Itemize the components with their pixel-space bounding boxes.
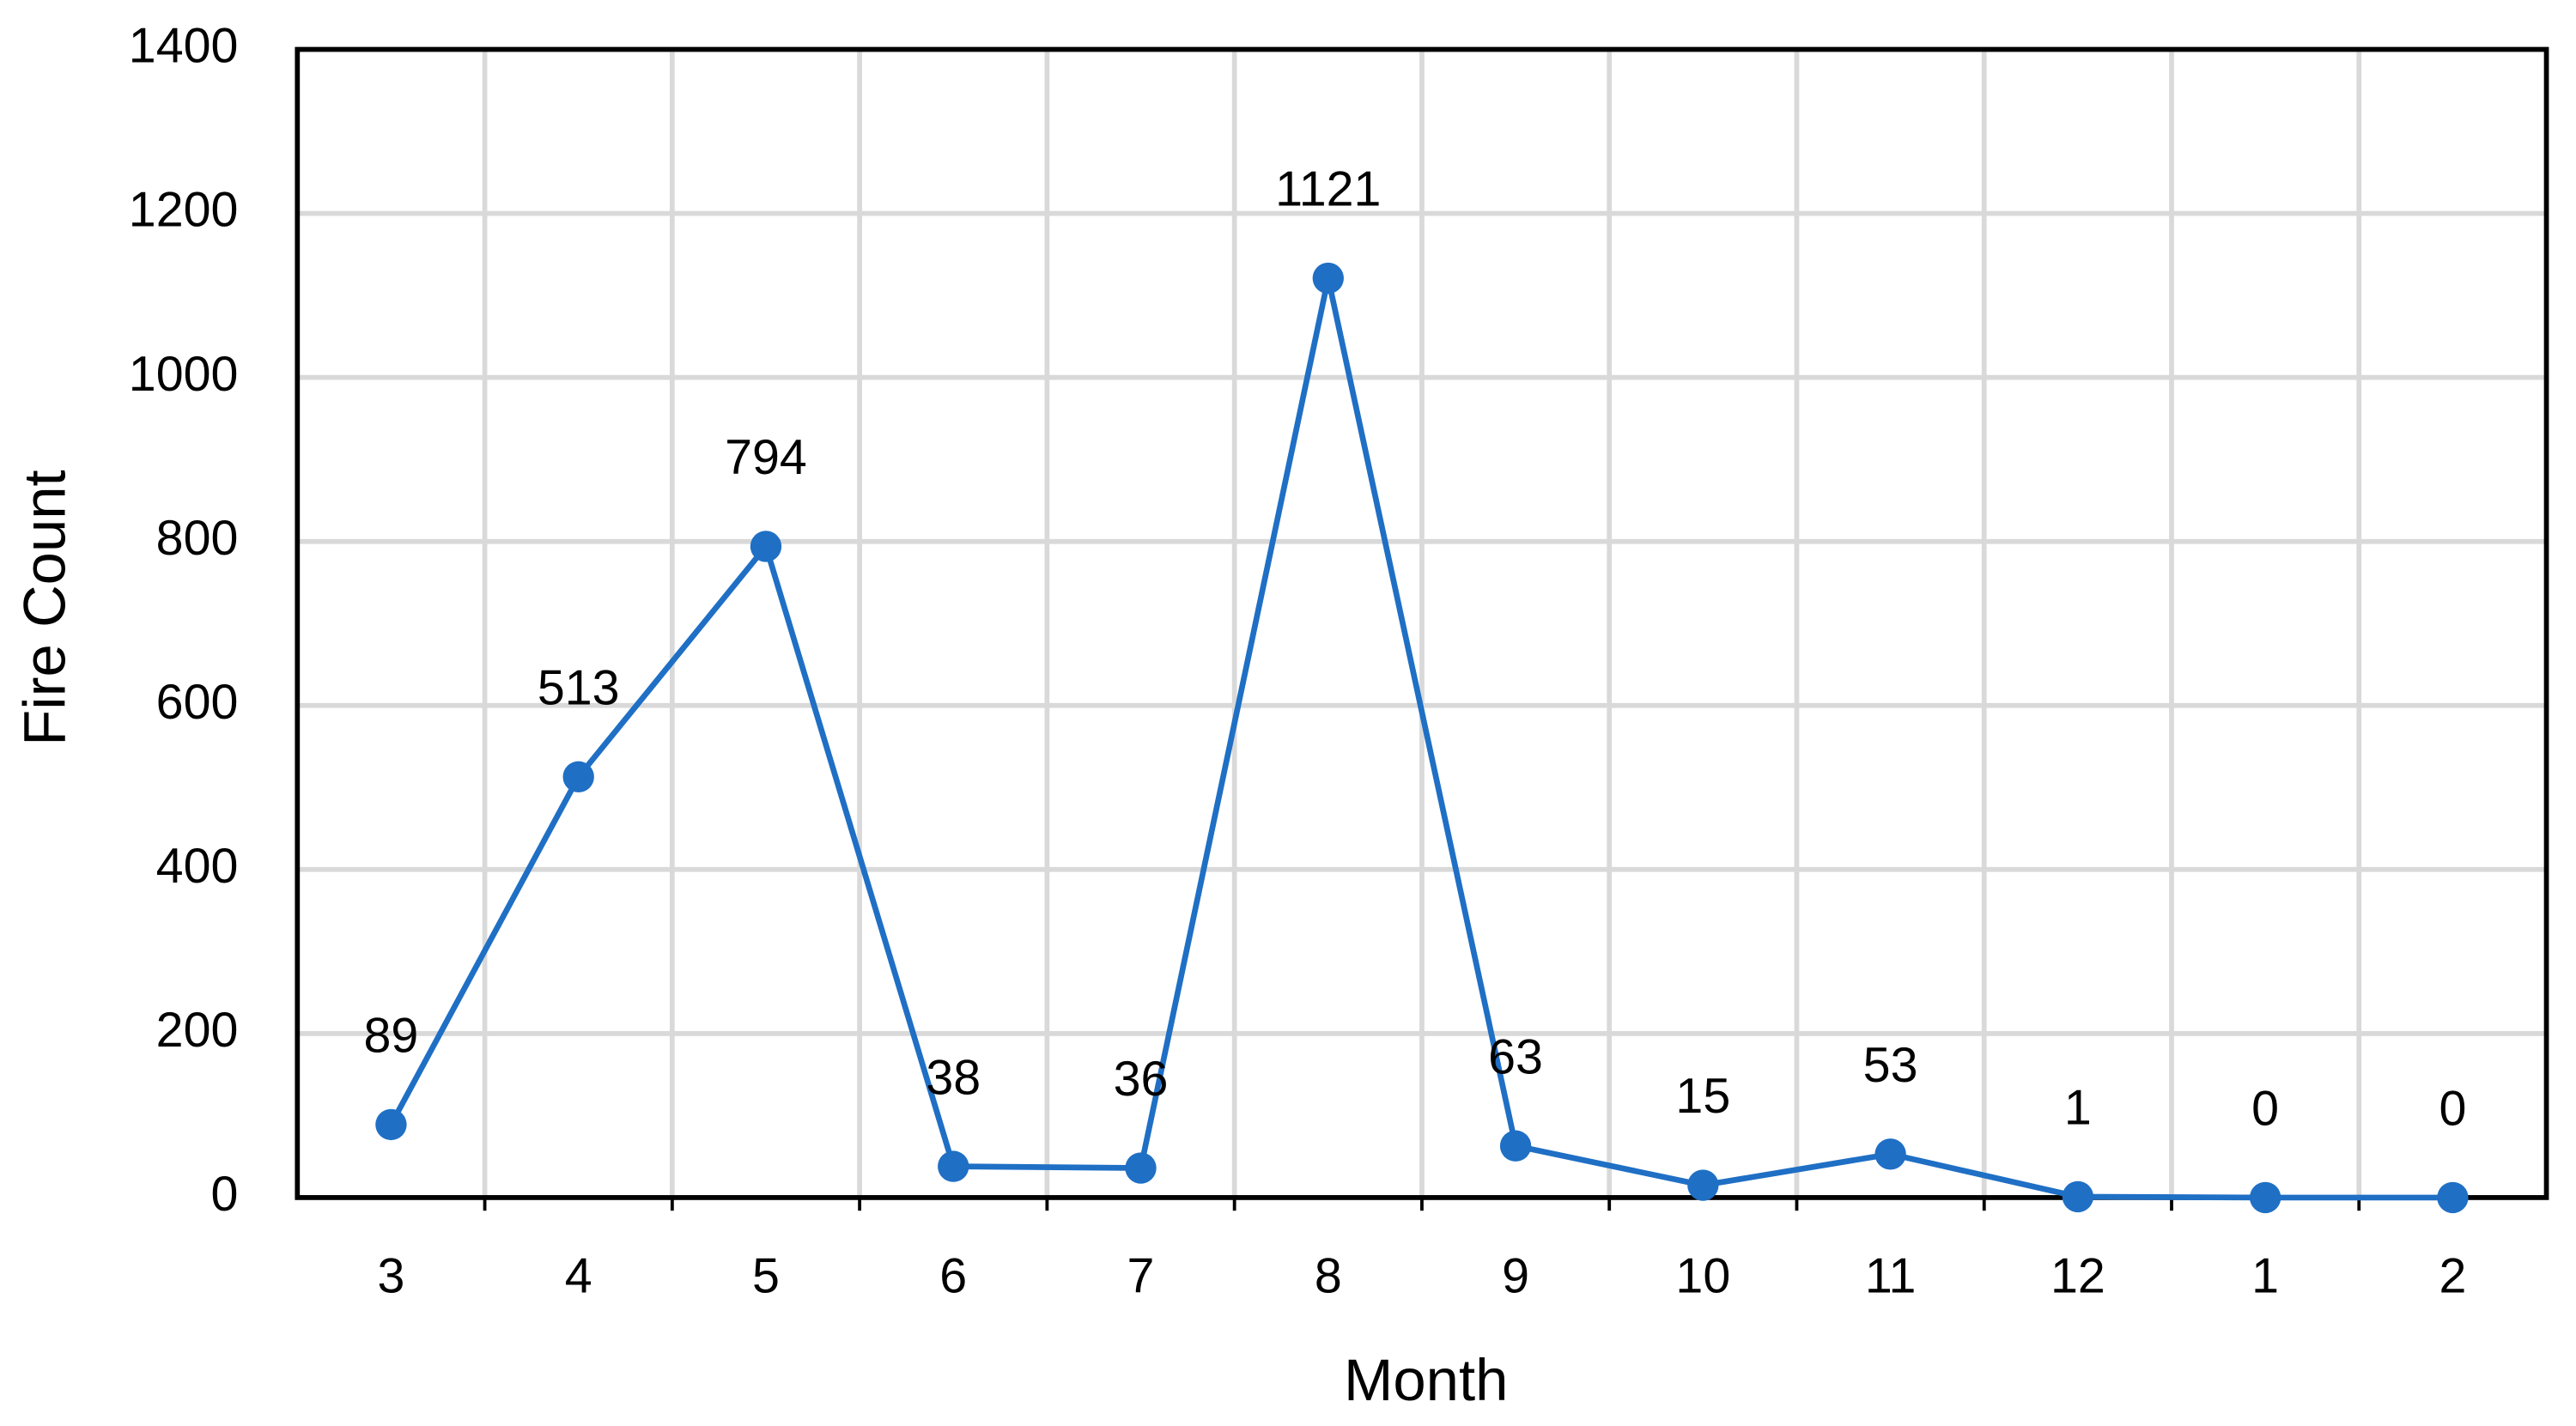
data-label: 15 bbox=[1675, 1069, 1730, 1124]
y-tick-label: 1000 bbox=[129, 347, 239, 402]
data-label: 53 bbox=[1863, 1038, 1918, 1093]
x-tick-label: 6 bbox=[939, 1249, 967, 1304]
data-point bbox=[1125, 1152, 1157, 1184]
data-label: 1 bbox=[2064, 1081, 2092, 1136]
data-point bbox=[1687, 1169, 1719, 1201]
data-point bbox=[2062, 1180, 2094, 1213]
x-tick-label: 12 bbox=[2050, 1249, 2105, 1304]
y-tick-label: 400 bbox=[156, 839, 239, 894]
x-tick-label: 7 bbox=[1127, 1249, 1155, 1304]
data-point bbox=[750, 531, 782, 562]
x-tick-label: 9 bbox=[1502, 1249, 1529, 1304]
data-point bbox=[1312, 262, 1344, 294]
x-tick-label: 2 bbox=[2439, 1249, 2466, 1304]
y-tick-label: 1400 bbox=[129, 19, 239, 74]
series-line bbox=[388, 277, 2453, 1201]
x-tick-label: 4 bbox=[565, 1249, 592, 1304]
x-tick-label: 11 bbox=[1865, 1249, 1917, 1304]
data-label: 1121 bbox=[1275, 162, 1381, 217]
data-point bbox=[938, 1150, 969, 1182]
data-point bbox=[1499, 1130, 1532, 1162]
data-label: 63 bbox=[1488, 1029, 1543, 1084]
data-label: 36 bbox=[1114, 1052, 1169, 1107]
x-axis-label: Month bbox=[1344, 1347, 1508, 1413]
data-label: 89 bbox=[364, 1009, 419, 1064]
plot-border bbox=[295, 46, 2549, 1200]
x-tick-label: 3 bbox=[377, 1249, 404, 1304]
data-label: 38 bbox=[926, 1050, 981, 1105]
data-point bbox=[2437, 1181, 2469, 1214]
data-label: 513 bbox=[538, 661, 620, 716]
data-point bbox=[562, 761, 594, 793]
y-tick-label: 200 bbox=[156, 1003, 239, 1058]
data-label: 794 bbox=[725, 430, 807, 485]
y-axis-label: Fire Count bbox=[12, 470, 78, 745]
data-point bbox=[2249, 1181, 2281, 1214]
y-tick-label: 0 bbox=[211, 1167, 239, 1222]
x-tick-label: 1 bbox=[2251, 1249, 2279, 1304]
data-label: 0 bbox=[2251, 1082, 2279, 1137]
x-tick-label: 10 bbox=[1675, 1249, 1730, 1304]
y-tick-label: 600 bbox=[156, 675, 239, 730]
data-label: 0 bbox=[2439, 1082, 2466, 1137]
y-tick-label: 800 bbox=[156, 511, 239, 566]
x-tick-label: 8 bbox=[1315, 1249, 1342, 1304]
data-point bbox=[375, 1108, 407, 1141]
data-point bbox=[1874, 1138, 1906, 1170]
x-tick-label: 5 bbox=[752, 1249, 780, 1304]
y-tick-label: 1200 bbox=[129, 183, 239, 238]
